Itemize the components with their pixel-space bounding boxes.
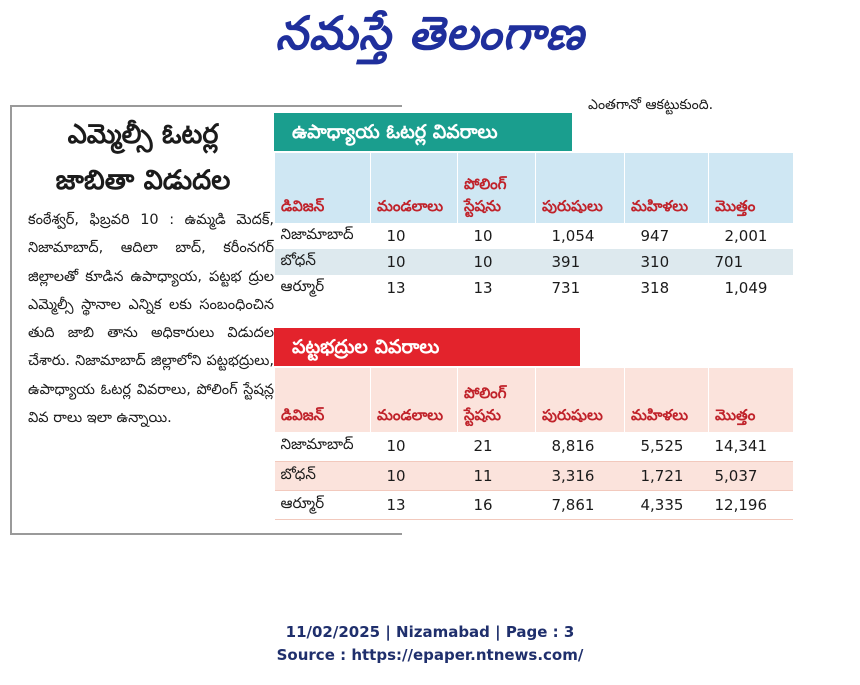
article-frame	[10, 105, 402, 535]
header-mandals: మండలాలు	[370, 368, 458, 432]
cell-polling-stations: 13	[473, 279, 493, 297]
cell-mandals: 10	[386, 253, 406, 271]
cell-women: 4,335	[624, 490, 709, 520]
cell-mandals: 10	[370, 461, 458, 491]
table-row: నిజామాబాద్‌ 10 10 1,054 947 2,001	[274, 223, 793, 249]
cell-men: 391	[551, 253, 581, 271]
cell-mandals: 13	[370, 490, 458, 520]
header-women: మహిళలు	[624, 368, 709, 432]
cell-mandals: 10	[386, 227, 406, 245]
header-mandals: మండలాలు	[370, 153, 458, 223]
header-women: మహిళలు	[624, 153, 709, 223]
adjacent-article-snippet: ఎంతగానో ఆకట్టుకుంది.	[588, 97, 714, 113]
graduates-voters-table: డివిజన్‌ మండలాలు పోలింగ్‌ స్టేషను పురుషు…	[274, 368, 793, 520]
table-row: బోధన్‌ 10 11 3,316 1,721 5,037	[274, 461, 793, 491]
newspaper-title: నమస్తే తెలంగాణ	[275, 6, 585, 60]
cell-men: 3,316	[535, 461, 625, 491]
header-total: మొత్తం	[708, 368, 793, 432]
cell-men: 7,861	[535, 490, 625, 520]
headline-line-2: జాబితా విడుదల	[55, 165, 231, 196]
cell-total: 5,037	[708, 461, 793, 491]
cell-men: 731	[551, 279, 581, 297]
table-row: ఆర్మూర్‌ 13 16 7,861 4,335 12,196	[274, 490, 793, 520]
footer-source: Source : https://epaper.ntnews.com/	[276, 646, 584, 664]
teachers-voters-table: డివిజన్‌ మండలాలు పోలింగ్‌ స్టేషను పురుషు…	[274, 153, 793, 301]
headline-line-1: ఎమ్మెల్సీ ఓటర్ల	[67, 119, 219, 150]
cell-women: 318	[640, 279, 670, 297]
cell-polling-stations: 16	[457, 490, 536, 520]
header-total: మొత్తం	[708, 153, 793, 223]
cell-mandals: 13	[386, 279, 406, 297]
cell-total: 1,049	[724, 279, 768, 297]
header-men: పురుషులు	[535, 153, 625, 223]
cell-polling-stations: 10	[473, 227, 493, 245]
table-row: బోధన్‌ 10 10 391 310 701	[274, 249, 793, 275]
masthead: నమస్తే తెలంగాణ	[0, 6, 860, 72]
cell-men: 1,054	[551, 227, 595, 245]
header-division: డివిజన్‌	[274, 153, 371, 223]
cell-polling-stations: 10	[473, 253, 493, 271]
cell-polling-stations: 21	[457, 432, 536, 462]
cell-division: ఆర్మూర్‌	[280, 277, 325, 295]
teachers-section-title: ఉపాధ్యాయ ఓటర్ల వివరాలు	[274, 113, 572, 151]
cell-mandals: 10	[370, 432, 458, 462]
cell-women: 1,721	[624, 461, 709, 491]
cell-total: 701	[714, 253, 744, 271]
cell-total: 14,341	[708, 432, 793, 462]
cell-division: బోధన్‌	[280, 251, 316, 269]
cell-division: నిజామాబాద్‌	[280, 225, 354, 243]
cell-men: 8,816	[535, 432, 625, 462]
table-row: నిజామాబాద్‌ 10 21 8,816 5,525 14,341	[274, 432, 793, 462]
cell-division: నిజామాబాద్‌	[274, 432, 371, 462]
cell-division: ఆర్మూర్‌	[274, 490, 371, 520]
table-row: ఆర్మూర్‌ 13 13 731 318 1,049	[274, 275, 793, 301]
footer-edition-info: 11/02/2025 | Nizamabad | Page : 3	[285, 623, 575, 641]
cell-polling-stations: 11	[457, 461, 536, 491]
header-division: డివిజన్‌	[274, 368, 371, 432]
graduates-section-title: పట్టభద్రుల వివరాలు	[274, 328, 580, 366]
header-polling-stations: పోలింగ్‌ స్టేషను	[457, 153, 536, 223]
cell-total: 2,001	[724, 227, 768, 245]
cell-women: 310	[640, 253, 670, 271]
cell-total: 12,196	[708, 490, 793, 520]
cell-women: 947	[640, 227, 670, 245]
table-header-row: డివిజన్‌ మండలాలు పోలింగ్‌ స్టేషను పురుషు…	[274, 153, 793, 223]
article-headline: ఎమ్మెల్సీ ఓటర్ల జాబితా విడుదల	[38, 112, 248, 204]
header-polling-stations: పోలింగ్‌ స్టేషను	[457, 368, 536, 432]
cell-division: బోధన్‌	[274, 461, 371, 491]
header-men: పురుషులు	[535, 368, 625, 432]
table-header-row: డివిజన్‌ మండలాలు పోలింగ్‌ స్టేషను పురుషు…	[274, 368, 793, 432]
cell-women: 5,525	[624, 432, 709, 462]
article-body: కంఠేశ్వర్‌, ఫిబ్రవరి 10 : ఉమ్మడి మెదక్‌,…	[28, 212, 274, 427]
